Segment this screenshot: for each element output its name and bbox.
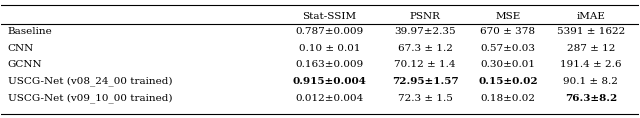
- Text: USCG-Net (v09_10_00 trained): USCG-Net (v09_10_00 trained): [8, 93, 172, 103]
- Text: 287 ± 12: 287 ± 12: [566, 44, 615, 53]
- Text: 0.915±0.004: 0.915±0.004: [292, 77, 367, 86]
- Text: CNN: CNN: [8, 44, 34, 53]
- Text: 67.3 ± 1.2: 67.3 ± 1.2: [397, 44, 452, 53]
- Text: iMAE: iMAE: [577, 12, 605, 21]
- Text: 5391 ± 1622: 5391 ± 1622: [557, 27, 625, 36]
- Text: Stat-SSIM: Stat-SSIM: [303, 12, 356, 21]
- Text: 0.10 ± 0.01: 0.10 ± 0.01: [299, 44, 360, 53]
- Text: 0.012±0.004: 0.012±0.004: [296, 94, 364, 103]
- Text: MSE: MSE: [495, 12, 520, 21]
- Text: 70.12 ± 1.4: 70.12 ± 1.4: [394, 60, 456, 69]
- Text: 0.787±0.009: 0.787±0.009: [296, 27, 364, 36]
- Text: USCG-Net (v08_24_00 trained): USCG-Net (v08_24_00 trained): [8, 77, 172, 86]
- Text: 90.1 ± 8.2: 90.1 ± 8.2: [563, 77, 618, 86]
- Text: 0.18±0.02: 0.18±0.02: [481, 94, 536, 103]
- Text: 0.15±0.02: 0.15±0.02: [478, 77, 538, 86]
- Text: GCNN: GCNN: [8, 60, 42, 69]
- Text: 0.30±0.01: 0.30±0.01: [481, 60, 536, 69]
- Text: PSNR: PSNR: [410, 12, 440, 21]
- Text: 0.163±0.009: 0.163±0.009: [296, 60, 364, 69]
- Text: 191.4 ± 2.6: 191.4 ± 2.6: [560, 60, 621, 69]
- Text: 76.3±8.2: 76.3±8.2: [564, 94, 617, 103]
- Text: Baseline: Baseline: [8, 27, 52, 36]
- Text: 670 ± 378: 670 ± 378: [481, 27, 536, 36]
- Text: 39.97±2.35: 39.97±2.35: [394, 27, 456, 36]
- Text: 72.95±1.57: 72.95±1.57: [392, 77, 458, 86]
- Text: 72.3 ± 1.5: 72.3 ± 1.5: [397, 94, 452, 103]
- Text: 0.57±0.03: 0.57±0.03: [481, 44, 536, 53]
